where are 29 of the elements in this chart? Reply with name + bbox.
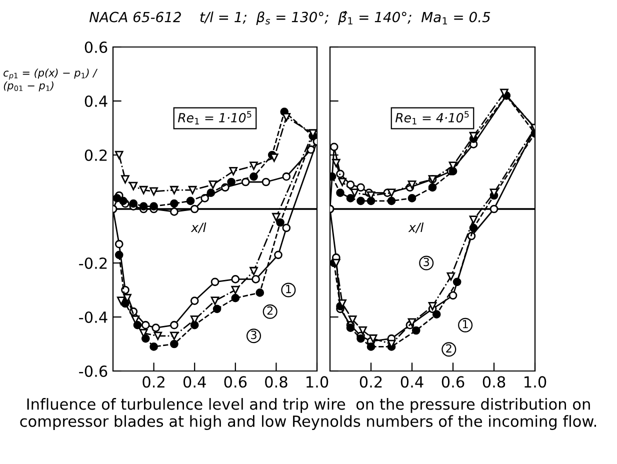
x-axis-title: x/l <box>190 222 206 234</box>
x-tick-label: 1.0 <box>524 376 546 388</box>
y-tick-label: 0.2 <box>84 149 107 162</box>
x-tick-label: 0.8 <box>265 376 288 388</box>
text: 1 <box>286 284 291 294</box>
x-tick-label: 0.2 <box>360 376 382 388</box>
x-tick-label: 0.4 <box>400 376 424 388</box>
text: Influence of turbulence level and trip wire on the pressure distribution on compressor blades at high and low Reynolds numbers of the incoming flow. <box>20 398 596 430</box>
x-tick-label: 0.8 <box>482 376 506 388</box>
x-tick-label: 0.2 <box>142 376 164 388</box>
chart-title: NACA 65-612 t/l = 1; β$_{s}$ = 130°; β̂$_{1}$ = 140°; Ma$_{1}$ = 0.5 <box>89 10 490 25</box>
y-tick-label: -0.4 <box>79 311 108 324</box>
text: 3 <box>251 330 256 340</box>
x-tick-label: 1.0 <box>306 376 328 388</box>
annotation: Re$_{1}$ = 1·10$^{5}$ <box>178 111 252 124</box>
y-tick-label: 0.4 <box>84 95 108 108</box>
y-tick-label: 0.6 <box>84 41 108 54</box>
x-tick-label: 0.6 <box>442 376 464 388</box>
text: 2 <box>446 344 452 352</box>
y-tick-label: -0.2 <box>79 257 107 270</box>
series-label: 2 <box>267 306 272 315</box>
x-axis-title: x/l <box>408 222 424 234</box>
series-label: 3 <box>424 258 429 266</box>
annotation: Re$_{1}$ = 4·10$^{5}$ <box>395 111 469 124</box>
x-tick-label: 0.4 <box>183 376 206 388</box>
text: 1 <box>462 320 468 328</box>
text: c$_{p1}$ = (p(x) − p$_{1}$) / (p$_{01}$ − p$_{1}$) <box>4 68 98 92</box>
y-tick-label: -0.6 <box>79 365 108 378</box>
x-tick-label: 0.6 <box>224 376 247 388</box>
